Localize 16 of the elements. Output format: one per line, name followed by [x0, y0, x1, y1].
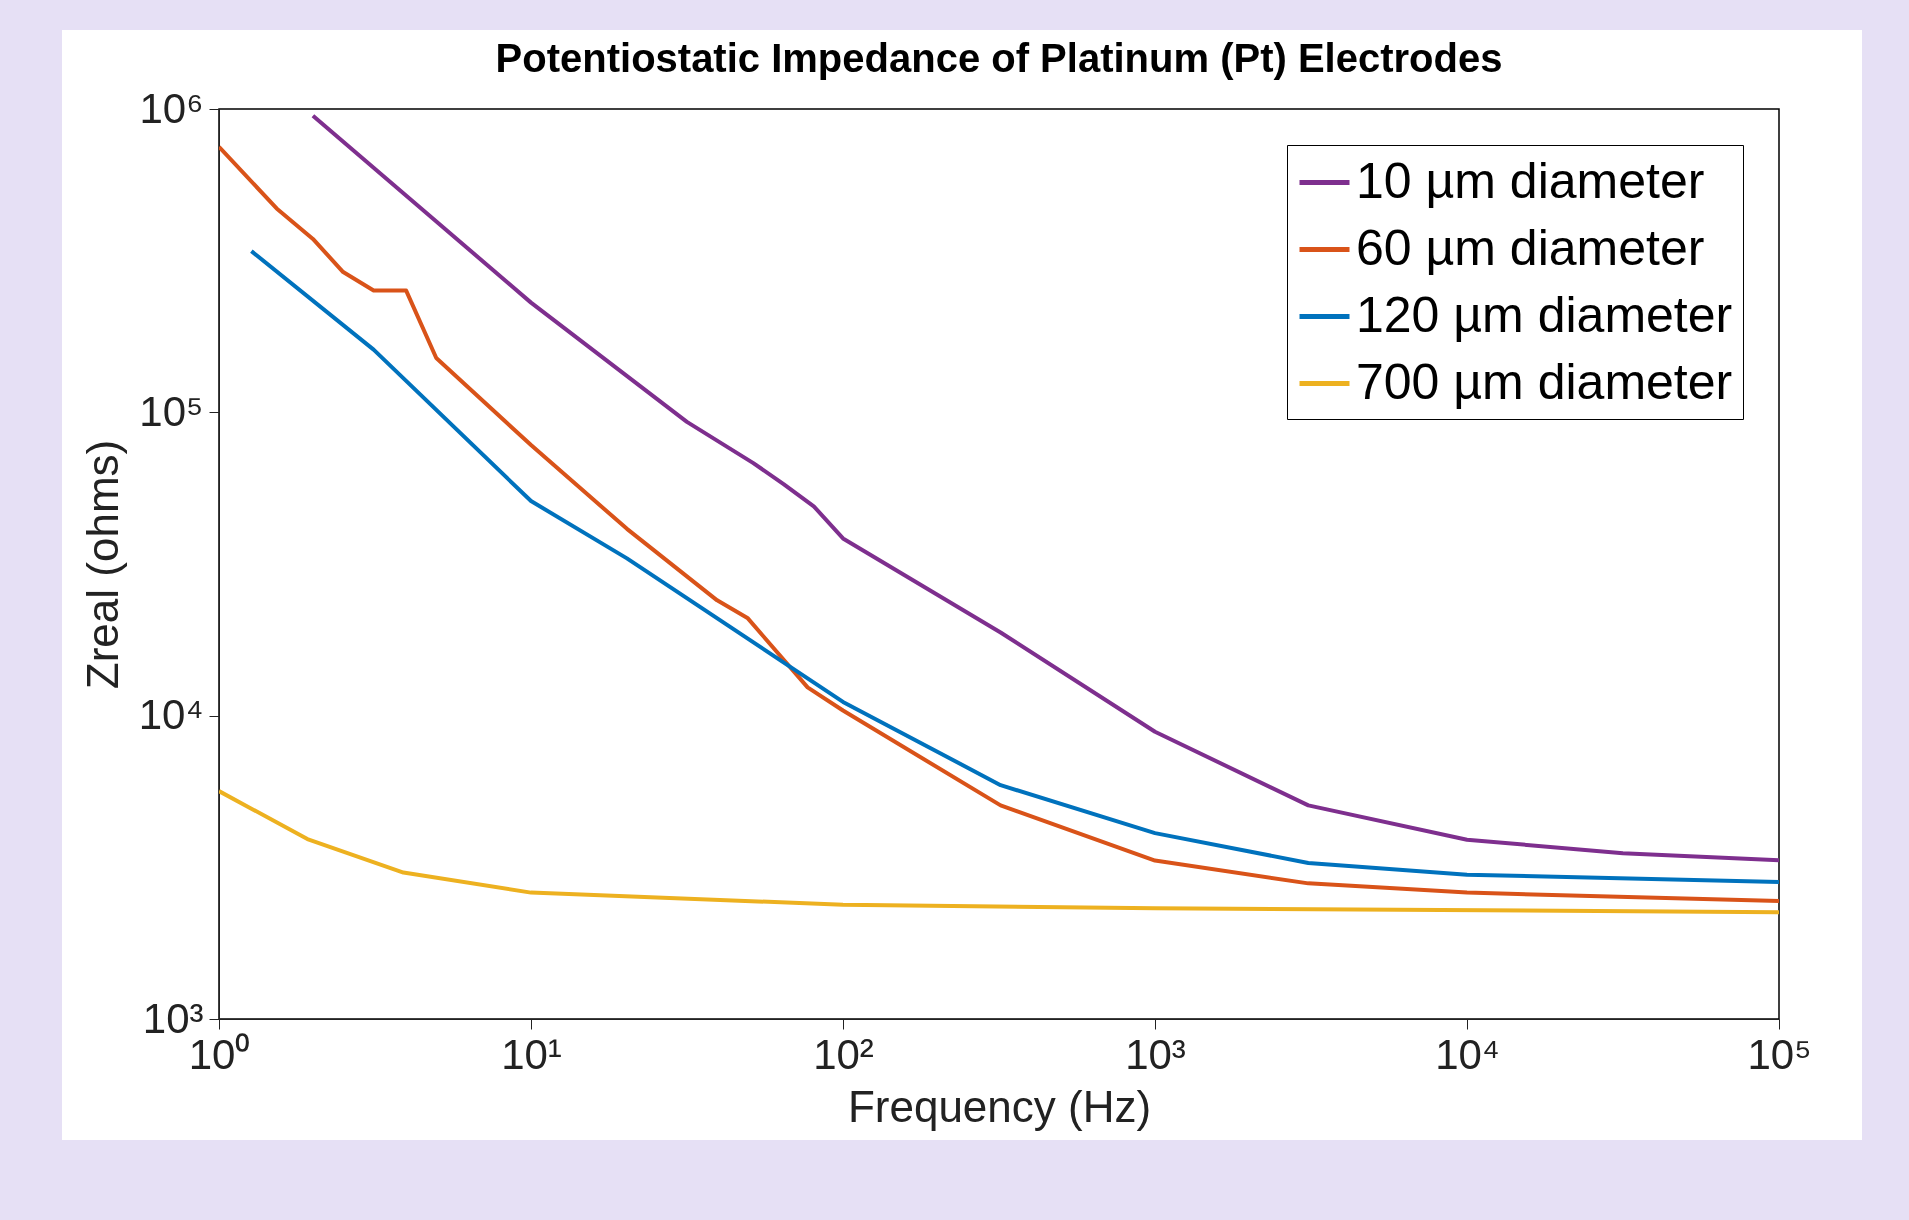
y-axis-title: Zreal (ohms): [77, 439, 127, 690]
y-tick-label: 10⁵: [139, 387, 204, 435]
chart-title: Potentiostatic Impedance of Platinum (Pt) Electrodes: [495, 36, 1503, 80]
x-tick-label: 10⁴: [1435, 1030, 1500, 1078]
x-tick-label: 10³: [1125, 1030, 1186, 1078]
legend-label: 120 µm diameter: [1356, 286, 1733, 343]
x-tick-label: 10⁵: [1747, 1030, 1812, 1078]
legend-label: 10 µm diameter: [1356, 152, 1705, 209]
x-tick-label: 10⁰: [188, 1030, 251, 1078]
legend-label: 700 µm diameter: [1356, 353, 1733, 410]
y-tick-label: 10⁶: [139, 84, 204, 132]
y-tick-label: 10⁴: [138, 691, 204, 739]
x-tick-label: 10¹: [501, 1030, 562, 1078]
x-axis-title: Frequency (Hz): [847, 1081, 1152, 1131]
legend-label: 60 µm diameter: [1356, 219, 1705, 276]
x-tick-label: 10²: [813, 1030, 874, 1078]
